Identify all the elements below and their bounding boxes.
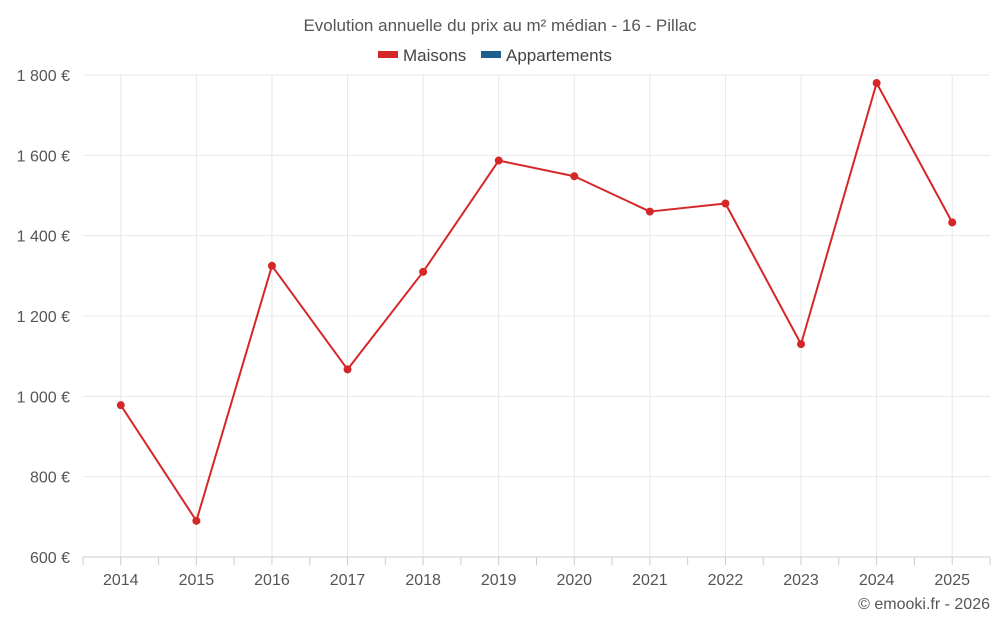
x-tick-label: 2021 [632,572,668,589]
x-tick-label: 2014 [103,572,139,589]
y-tick-label: 1 400 € [17,229,70,246]
series-line-maisons [119,82,954,522]
data-point[interactable] [419,267,428,276]
x-tick-label: 2022 [708,572,744,589]
x-tick-label: 2015 [179,572,215,589]
grid [83,74,990,557]
chart-title: Evolution annuelle du prix au m² médian … [303,16,697,35]
x-tick-label: 2018 [405,572,441,589]
data-point[interactable] [797,340,806,349]
legend-item-appartements[interactable]: Appartements [481,46,612,65]
legend: Maisons Appartements [378,46,612,65]
legend-item-maisons[interactable]: Maisons [378,46,466,65]
legend-label-appartements: Appartements [506,46,612,65]
x-tick-label: 2019 [481,572,517,589]
data-point[interactable] [343,365,352,374]
y-tick-label: 1 800 € [17,68,70,85]
data-point[interactable] [494,156,503,165]
y-tick-label: 800 € [30,470,70,487]
data-point[interactable] [267,261,276,270]
x-tick-label: 2023 [783,572,819,589]
data-point[interactable] [721,199,730,208]
legend-swatch-maisons [378,51,398,58]
y-tick-label: 1 000 € [17,389,70,406]
legend-swatch-appartements [481,51,501,58]
data-point[interactable] [948,218,957,227]
axes: 600 € 800 € 1 000 € 1 200 € 1 400 € 1 600 € 1 … [17,68,991,589]
data-point[interactable] [872,79,881,88]
series-maisons [116,79,957,525]
data-point[interactable] [645,207,654,216]
credit: © emooki.fr - 2026 [858,596,990,613]
x-tick-label: 2020 [556,572,592,589]
data-point[interactable] [570,172,579,181]
y-tick-label: 1 600 € [17,148,70,165]
data-point[interactable] [116,401,125,410]
x-tick-label: 2024 [859,572,895,589]
x-tick-label: 2017 [330,572,366,589]
x-tick-label: 2016 [254,572,290,589]
y-tick-label: 600 € [30,550,70,567]
legend-label-maisons: Maisons [403,46,466,65]
x-tick-label: 2025 [934,572,970,589]
y-tick-label: 1 200 € [17,309,70,326]
data-point[interactable] [192,516,201,525]
